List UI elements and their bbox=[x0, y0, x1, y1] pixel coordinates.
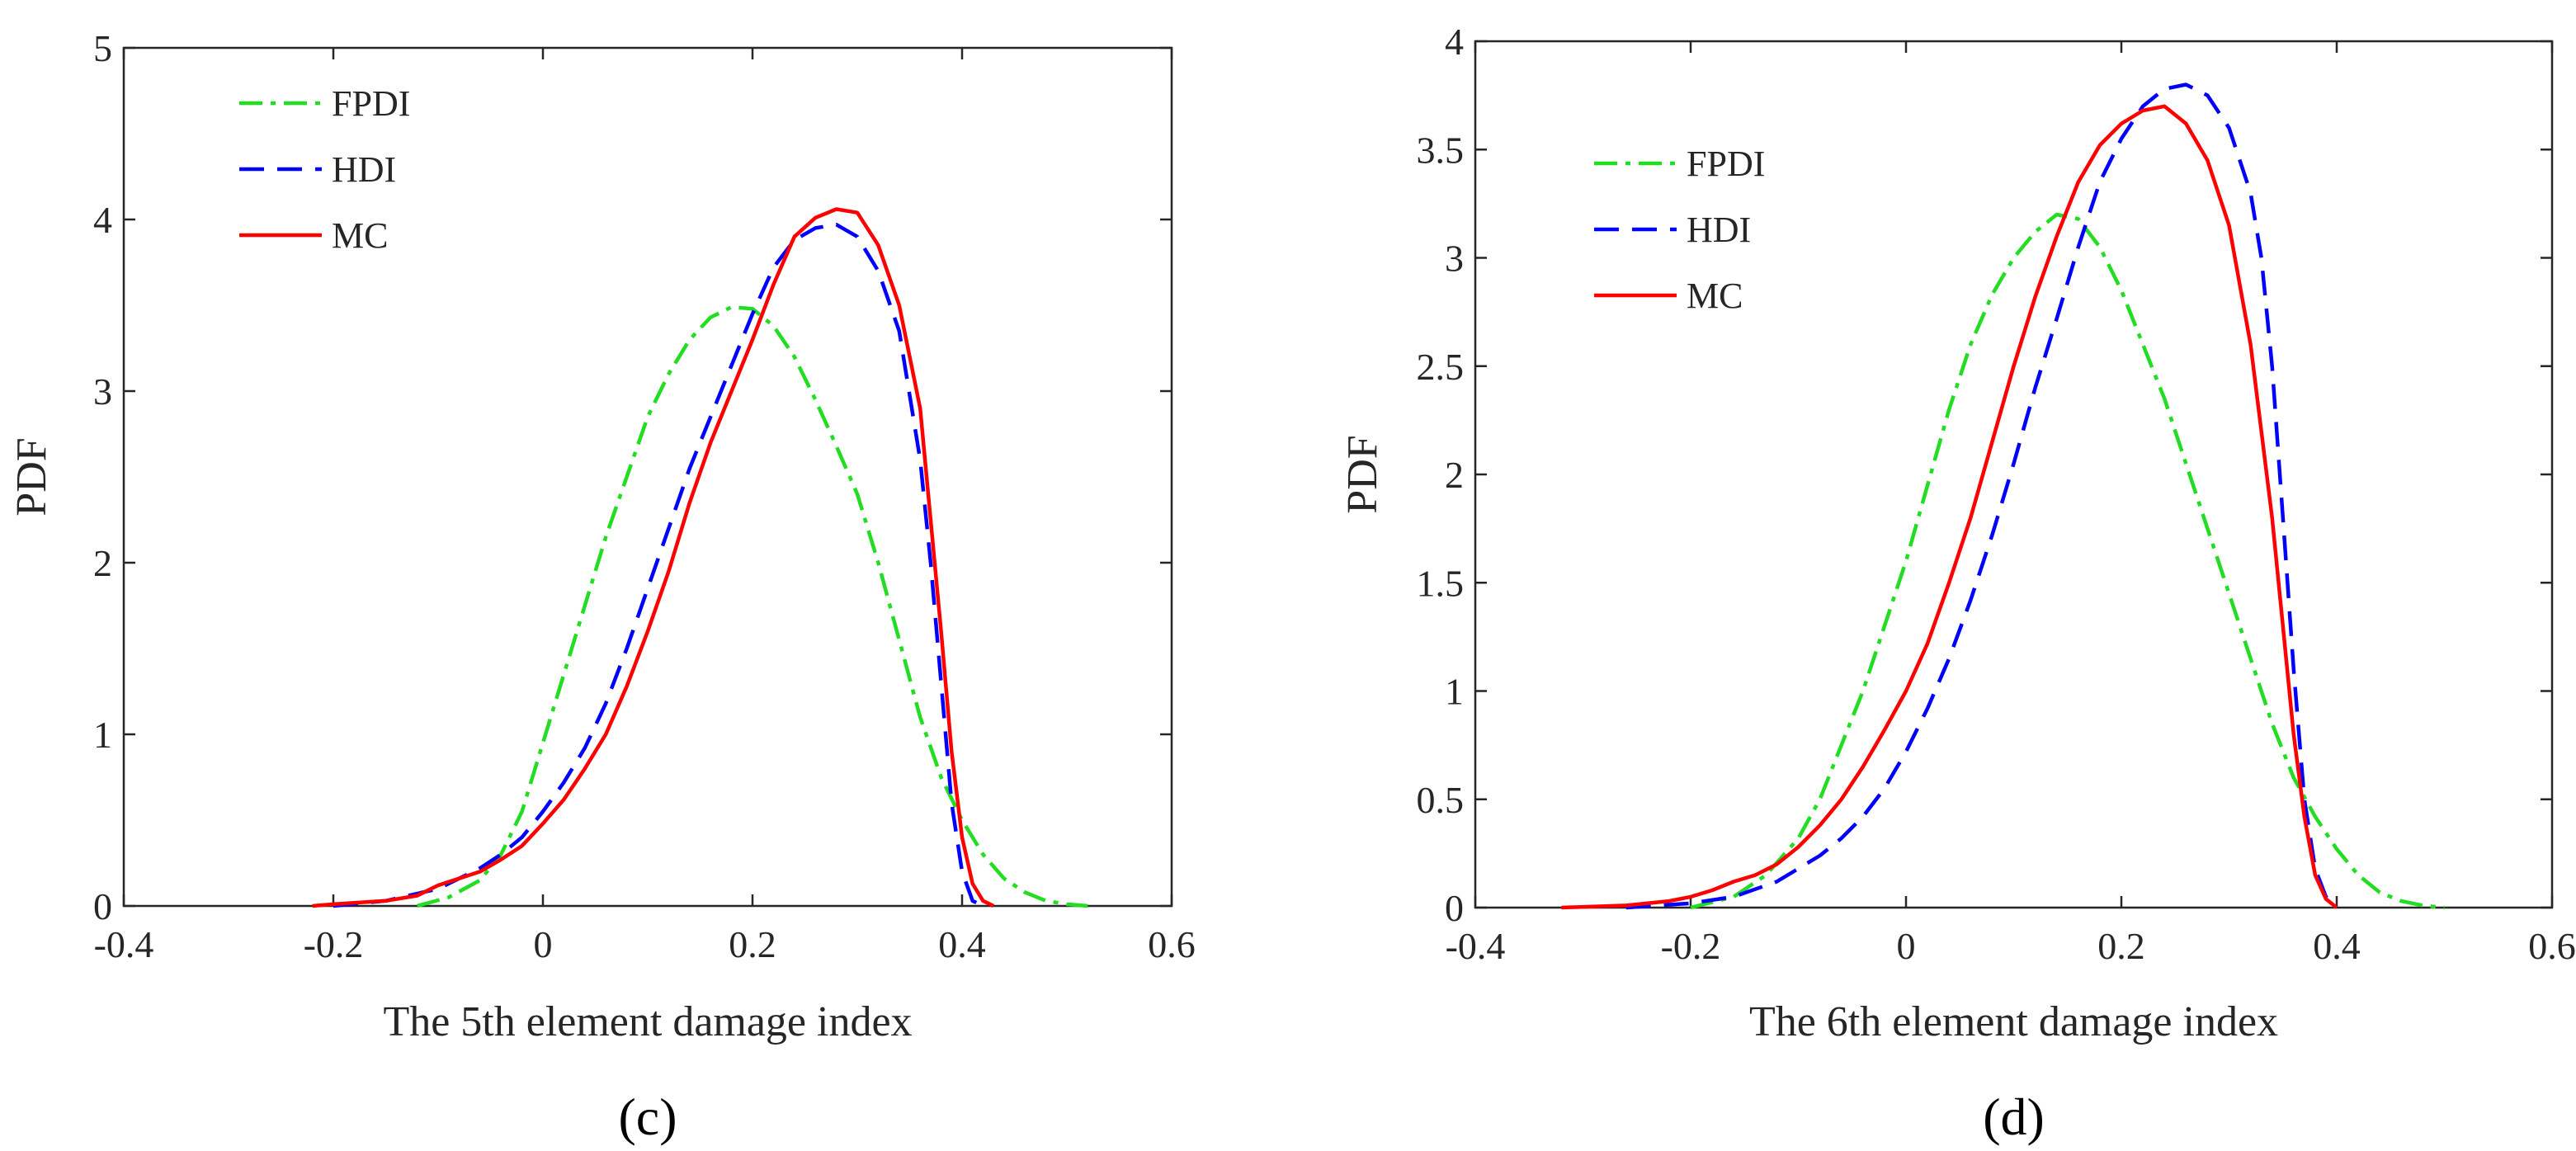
y-tick-label: 2 bbox=[93, 542, 112, 584]
y-tick-label: 2.5 bbox=[1417, 346, 1465, 388]
x-tick-label: 0.4 bbox=[2313, 925, 2361, 967]
x-tick-label: -0.2 bbox=[304, 923, 364, 965]
y-axis-label: PDF bbox=[1339, 435, 1386, 513]
y-tick-label: 3 bbox=[1445, 238, 1464, 280]
x-tick-label: -0.2 bbox=[1661, 925, 1721, 967]
series-line-hdi bbox=[1625, 83, 2338, 910]
series-line-mc bbox=[1561, 104, 2338, 910]
y-tick-label: 5 bbox=[93, 27, 112, 69]
chart-panel-d: -0.4 -0.2 0 0.2 0.4 0.6 0 0.5 1 1.5 2 2.5 3 3.5 4 FPDI H… bbox=[1339, 21, 2576, 1146]
x-tick-label: 0.2 bbox=[729, 923, 776, 965]
y-tick-label: 2 bbox=[1445, 454, 1464, 496]
x-tick-label: 0 bbox=[1897, 925, 1916, 967]
y-tick-label: 0 bbox=[93, 885, 112, 927]
y-tick-label: 3 bbox=[93, 370, 112, 413]
plot-area-frame bbox=[1474, 40, 2554, 909]
legend-label-fpdi: FPDI bbox=[332, 83, 410, 124]
legend-label-mc: MC bbox=[1687, 276, 1743, 316]
x-tick-label: 0 bbox=[534, 923, 553, 965]
x-tick-label: -0.4 bbox=[94, 923, 154, 965]
panel-label: (d) bbox=[1983, 1087, 2045, 1146]
y-tick-label: 1.5 bbox=[1417, 562, 1465, 604]
x-tick-label: 0.2 bbox=[2097, 925, 2145, 967]
legend-label-hdi: HDI bbox=[1687, 210, 1751, 250]
chart-panel-c: -0.4 -0.2 0 0.2 0.4 0.6 0 1 2 3 4 5 FPDI HDI MC The 5th… bbox=[8, 27, 1196, 1146]
y-tick-label: 1 bbox=[93, 714, 112, 756]
x-axis-label: The 6th element damage index bbox=[1749, 998, 2278, 1045]
y-tick-label: 0 bbox=[1445, 887, 1464, 929]
y-tick-label: 0.5 bbox=[1417, 779, 1465, 821]
y-tick-label: 3.5 bbox=[1417, 129, 1465, 171]
y-tick-label: 1 bbox=[1445, 671, 1464, 713]
y-tick-label: 4 bbox=[93, 199, 112, 241]
legend-label-fpdi: FPDI bbox=[1687, 144, 1765, 184]
series-line-mc bbox=[312, 207, 995, 908]
x-tick-label: 0.6 bbox=[1148, 923, 1196, 965]
plot-area-frame bbox=[122, 46, 1173, 908]
x-tick-label: 0.4 bbox=[938, 923, 986, 965]
x-tick-label: -0.4 bbox=[1446, 925, 1506, 967]
legend-label-mc: MC bbox=[332, 215, 388, 256]
panel-label: (c) bbox=[618, 1087, 677, 1146]
series-line-fpdi bbox=[417, 304, 1088, 908]
series-line-hdi bbox=[333, 222, 984, 908]
legend-label-hdi: HDI bbox=[332, 149, 396, 190]
x-tick-label: 0.6 bbox=[2528, 925, 2576, 967]
y-axis-label: PDF bbox=[8, 437, 55, 516]
x-axis-label: The 5th element damage index bbox=[383, 998, 912, 1045]
series-line-fpdi bbox=[1690, 212, 2445, 910]
y-tick-label: 4 bbox=[1445, 21, 1464, 63]
